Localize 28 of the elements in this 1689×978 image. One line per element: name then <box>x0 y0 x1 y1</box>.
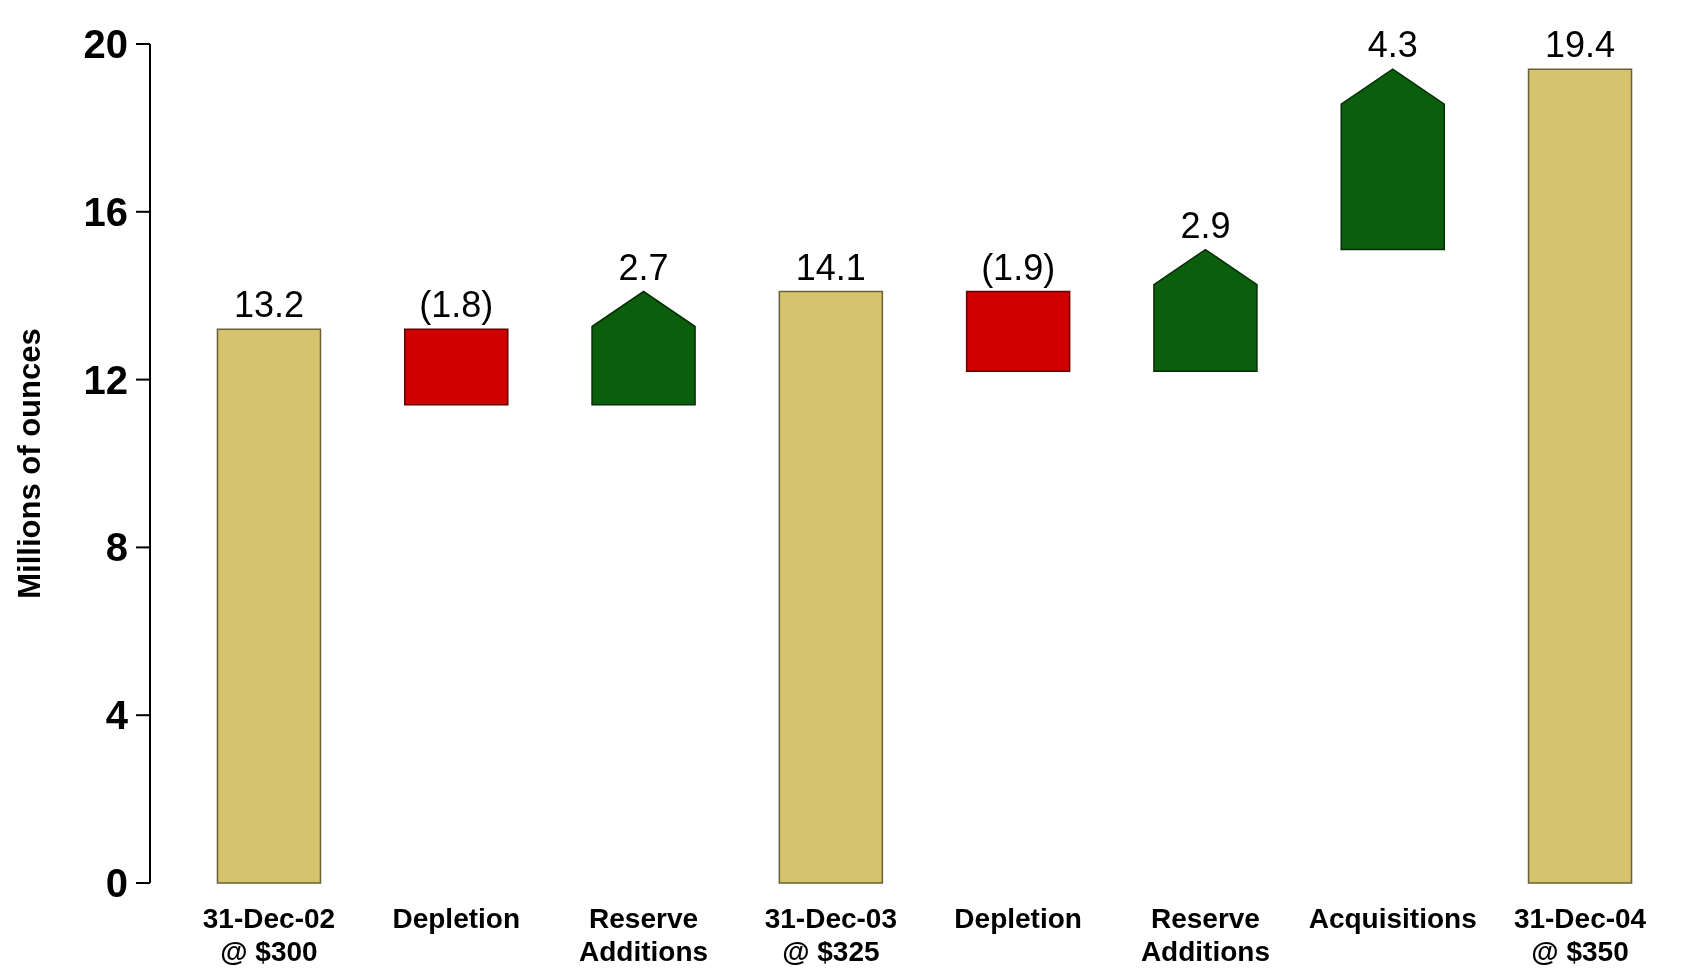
bar <box>404 328 509 406</box>
bar <box>965 290 1071 372</box>
x-tick-label: Acquisitions <box>1308 903 1477 934</box>
x-tick-label: Reserve Additions <box>1140 903 1270 967</box>
data-label: (1.9) <box>981 246 1056 288</box>
y-tick-label: 16 <box>83 189 128 234</box>
x-tick-label: Depletion <box>392 903 521 934</box>
data-label: 19.4 <box>1545 24 1616 66</box>
bar <box>1527 68 1633 884</box>
data-label: 4.3 <box>1367 24 1418 66</box>
y-tick-label: 8 <box>105 525 128 570</box>
x-tick-label: 31-Dec-03 @ $325 <box>764 903 898 967</box>
x-tick-label: 31-Dec-04 @ $350 <box>1513 903 1647 967</box>
y-axis-title: Millions of ounces <box>12 328 47 599</box>
data-label: (1.8) <box>419 284 494 326</box>
x-tick-label: Depletion <box>954 903 1082 934</box>
y-tick-label: 20 <box>83 22 128 66</box>
y-tick-label: 0 <box>105 861 128 905</box>
x-tick-label: Reserve Additions <box>579 903 709 967</box>
data-label: 13.2 <box>233 284 304 326</box>
bar <box>216 328 322 884</box>
x-tick-label: 31-Dec-02 @ $300 <box>202 903 336 967</box>
y-tick-label: 4 <box>105 693 129 738</box>
data-label: 2.9 <box>1180 204 1231 246</box>
y-tick-label: 12 <box>83 357 128 402</box>
data-label: 2.7 <box>618 246 669 288</box>
bar <box>778 290 884 884</box>
data-label: 14.1 <box>795 246 866 288</box>
